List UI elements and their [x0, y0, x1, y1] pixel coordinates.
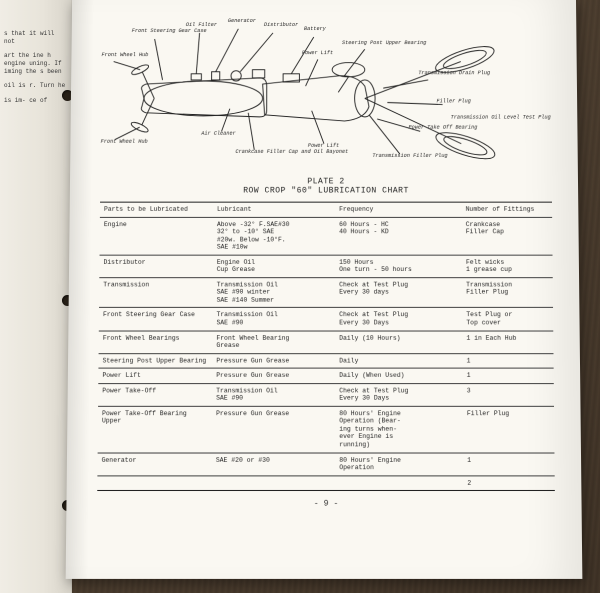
lubrication-table: Parts to be Lubricated Lubricant Frequen… — [97, 202, 555, 492]
page-number: - 9 - — [97, 500, 555, 509]
header-lubricant: Lubricant — [213, 202, 335, 217]
cell-lubricant: Engine Oil Cup Grease — [213, 255, 335, 278]
label-trans-test: Transmission Oil Level Test Plug — [451, 114, 551, 120]
label-front-steering: Front Steering Gear Case — [132, 28, 207, 34]
cell-parts — [97, 476, 211, 491]
table-row: Power Take-OffTransmission Oil SAE #90Ch… — [98, 383, 554, 406]
snippet: oil is r. Turn he — [4, 82, 68, 90]
header-parts: Parts to be Lubricated — [100, 202, 213, 217]
cell-lubricant: SAE #20 or #30 — [212, 453, 335, 476]
cell-lubricant: Transmission Oil SAE #90 — [212, 383, 335, 406]
label-power-lift-l: Power Lift — [302, 50, 333, 56]
cell-frequency: Check at Test Plug Every 30 days — [335, 277, 462, 307]
cell-parts: Distributor — [99, 255, 212, 278]
cell-fittings: 1 — [463, 453, 555, 476]
cell-parts: Front Wheel Bearings — [99, 331, 213, 354]
snippet: s that it will not — [4, 30, 68, 46]
cell-frequency: Check at Test Plug Every 30 Days — [335, 383, 463, 406]
table-header-row: Parts to be Lubricated Lubricant Frequen… — [100, 202, 552, 217]
label-power-lift-r: Power Lift — [308, 143, 339, 149]
plate-title: PLATE 2 ROW CROP "60" LUBRICATION CHART — [100, 177, 552, 195]
cell-parts: Engine — [100, 217, 213, 255]
table-row: GeneratorSAE #20 or #3080 Hours' Engine … — [97, 453, 554, 476]
table-row: Front Steering Gear CaseTransmission Oil… — [99, 308, 553, 331]
header-fittings: Number of Fittings — [462, 202, 553, 217]
cell-frequency: Check at Test Plug Every 30 Days — [335, 308, 462, 331]
cell-parts: Steering Post Upper Bearing — [98, 353, 212, 368]
table-row: 2 — [97, 476, 555, 491]
cell-lubricant: Pressure Gun Grease — [212, 368, 335, 383]
manual-page: Front Steering Gear Case Oil Filter Gene… — [66, 0, 583, 579]
cell-lubricant — [212, 476, 336, 491]
header-frequency: Frequency — [335, 202, 462, 217]
cell-fittings: Felt wicks 1 grease cup — [462, 255, 553, 278]
cell-fittings: Test Plug or Top cover — [462, 308, 553, 331]
cell-lubricant: Pressure Gun Grease — [212, 353, 335, 368]
table-row: Power Take-Off Bearing UpperPressure Gun… — [98, 406, 555, 452]
label-filler-plug: Filler Plug — [436, 98, 470, 104]
table-row: Power LiftPressure Gun GreaseDaily (When… — [98, 368, 553, 383]
plate-line1: PLATE 2 — [100, 177, 552, 186]
label-oil-filter: Oil Filter — [186, 22, 217, 28]
cell-frequency: 80 Hours' Engine Operation (Bear- ing tu… — [335, 406, 463, 452]
cell-parts: Front Steering Gear Case — [99, 308, 213, 331]
adjacent-page-text: s that it will not art the ine h engine … — [4, 30, 68, 111]
table-row: DistributorEngine Oil Cup Grease150 Hour… — [99, 255, 552, 278]
cell-parts: Power Take-Off — [98, 383, 212, 406]
label-air-cleaner: Air Cleaner — [201, 131, 235, 137]
cell-fittings: Filler Plug — [463, 406, 555, 452]
label-steering-post: Steering Post Upper Bearing — [342, 40, 426, 46]
cell-lubricant: Transmission Oil SAE #90 — [212, 308, 335, 331]
cell-frequency: Daily — [335, 353, 462, 368]
label-pto-bearing: Power Take Off Bearing — [408, 125, 477, 131]
cell-parts: Power Take-Off Bearing Upper — [98, 406, 212, 452]
cell-lubricant: Above -32° F.SAE#30 32° to -10° SAE #20w… — [213, 217, 335, 255]
cell-lubricant: Transmission Oil SAE #90 winter SAE #140… — [213, 277, 336, 307]
table-body: EngineAbove -32° F.SAE#30 32° to -10° SA… — [97, 217, 555, 491]
cell-frequency: Daily (10 Hours) — [335, 331, 462, 354]
cell-frequency — [335, 476, 463, 491]
cell-lubricant: Front Wheel Bearing Grease — [212, 331, 335, 354]
plate-line2: ROW CROP "60" LUBRICATION CHART — [100, 186, 552, 195]
snippet: art the ine h engine uning. If iming the… — [4, 52, 68, 76]
label-generator: Generator — [228, 18, 256, 24]
label-trans-filler: Transmission Filler Plug — [372, 153, 447, 159]
cell-parts: Power Lift — [98, 368, 212, 383]
cell-fittings: Transmission Filler Plug — [462, 277, 553, 307]
table-row: EngineAbove -32° F.SAE#30 32° to -10° SA… — [100, 217, 553, 255]
cell-fittings: 3 — [463, 383, 554, 406]
table-row: TransmissionTransmission Oil SAE #90 win… — [99, 277, 553, 307]
label-crankcase: Crankcase Filler Cap and Oil Bayonet — [235, 149, 348, 155]
cell-fittings: 1 in Each Hub — [462, 331, 553, 354]
cell-frequency: 80 Hours' Engine Operation — [335, 453, 463, 476]
cell-fittings: 2 — [463, 476, 555, 491]
table-row: Front Wheel BearingsFront Wheel Bearing … — [99, 331, 554, 354]
table-row: Steering Post Upper BearingPressure Gun … — [98, 353, 553, 368]
label-battery: Battery — [304, 26, 326, 32]
label-distributor: Distributor — [264, 22, 298, 28]
adjacent-page-edge: s that it will not art the ine h engine … — [0, 0, 72, 593]
label-trans-drain: Transmission Drain Plug — [418, 70, 490, 76]
cell-fittings: Crankcase Filler Cap — [462, 217, 553, 255]
label-front-hub-l: Front Wheel Hub — [101, 52, 148, 58]
snippet: is im- ce of — [4, 97, 68, 105]
cell-fittings: 1 — [463, 368, 554, 383]
cell-parts: Generator — [97, 453, 211, 476]
cell-fittings: 1 — [462, 353, 553, 368]
cell-parts: Transmission — [99, 277, 213, 307]
cell-frequency: Daily (When Used) — [335, 368, 463, 383]
cell-frequency: 150 Hours One turn - 50 hours — [335, 255, 462, 278]
cell-lubricant: Pressure Gun Grease — [212, 406, 335, 452]
tractor-diagram: Front Steering Gear Case Oil Filter Gene… — [100, 18, 551, 173]
cell-frequency: 60 Hours - HC 40 Hours - KD — [335, 217, 462, 255]
label-front-hub-r: Front Wheel Hub — [101, 139, 148, 145]
